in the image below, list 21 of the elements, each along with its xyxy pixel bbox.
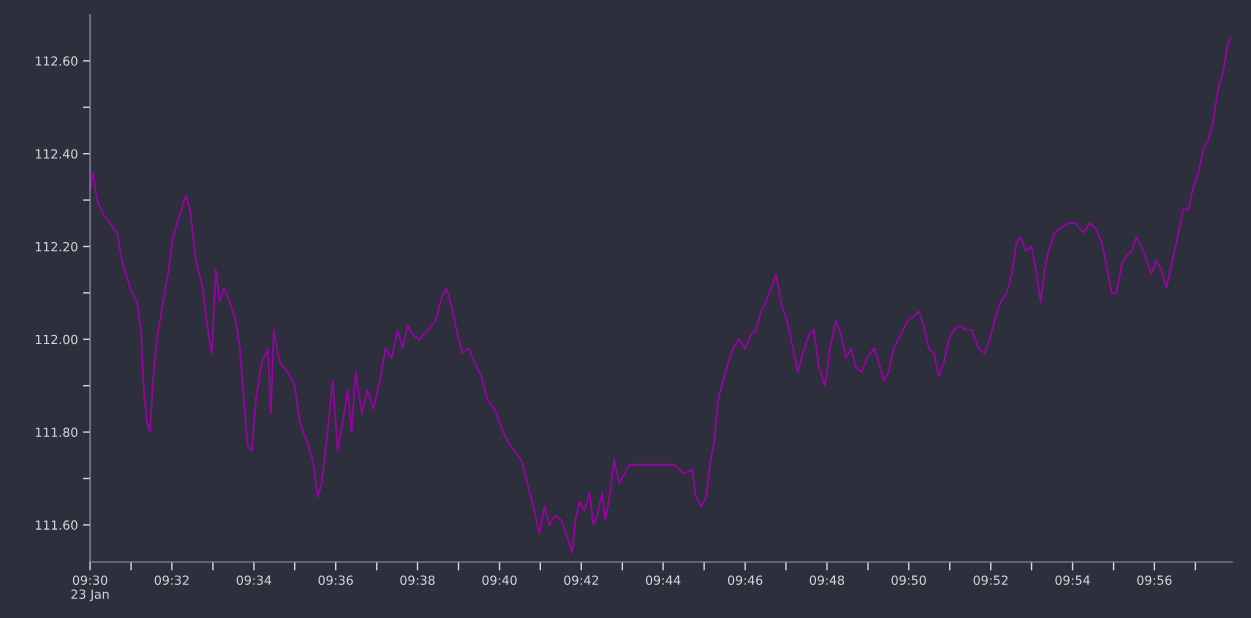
x-tick-label: 09:42 bbox=[564, 575, 599, 585]
x-tick-label: 09:54 bbox=[1055, 575, 1090, 585]
x-tick-label: 09:36 bbox=[318, 575, 353, 585]
y-tick-label: 111.80 bbox=[35, 427, 78, 438]
line-series bbox=[90, 36, 1232, 554]
y-tick-label: 112.40 bbox=[35, 149, 78, 159]
x-tick-label: 09:32 bbox=[154, 575, 189, 585]
y-tick-label: 112.20 bbox=[35, 241, 78, 252]
x-tick-label: 09:46 bbox=[727, 575, 763, 585]
y-tick-label: 111.60 bbox=[35, 520, 78, 530]
x-tick-label: 09:56 bbox=[1137, 575, 1172, 585]
x-tick-label: 09:52 bbox=[973, 575, 1008, 585]
y-tick-label: 112.60 bbox=[35, 56, 78, 66]
x-tick-label: 09:40 bbox=[482, 575, 517, 585]
x-tick-label: 09:50 bbox=[891, 575, 926, 585]
x-tick-label: 09:44 bbox=[645, 575, 681, 585]
x-tick-label: 09:30 23 Jan bbox=[71, 575, 109, 602]
y-tick-label: 112.00 bbox=[35, 334, 78, 345]
x-tick-label: 09:38 bbox=[400, 575, 435, 585]
x-tick-label: 09:48 bbox=[809, 575, 845, 585]
x-tick-label: 09:34 bbox=[236, 575, 272, 585]
